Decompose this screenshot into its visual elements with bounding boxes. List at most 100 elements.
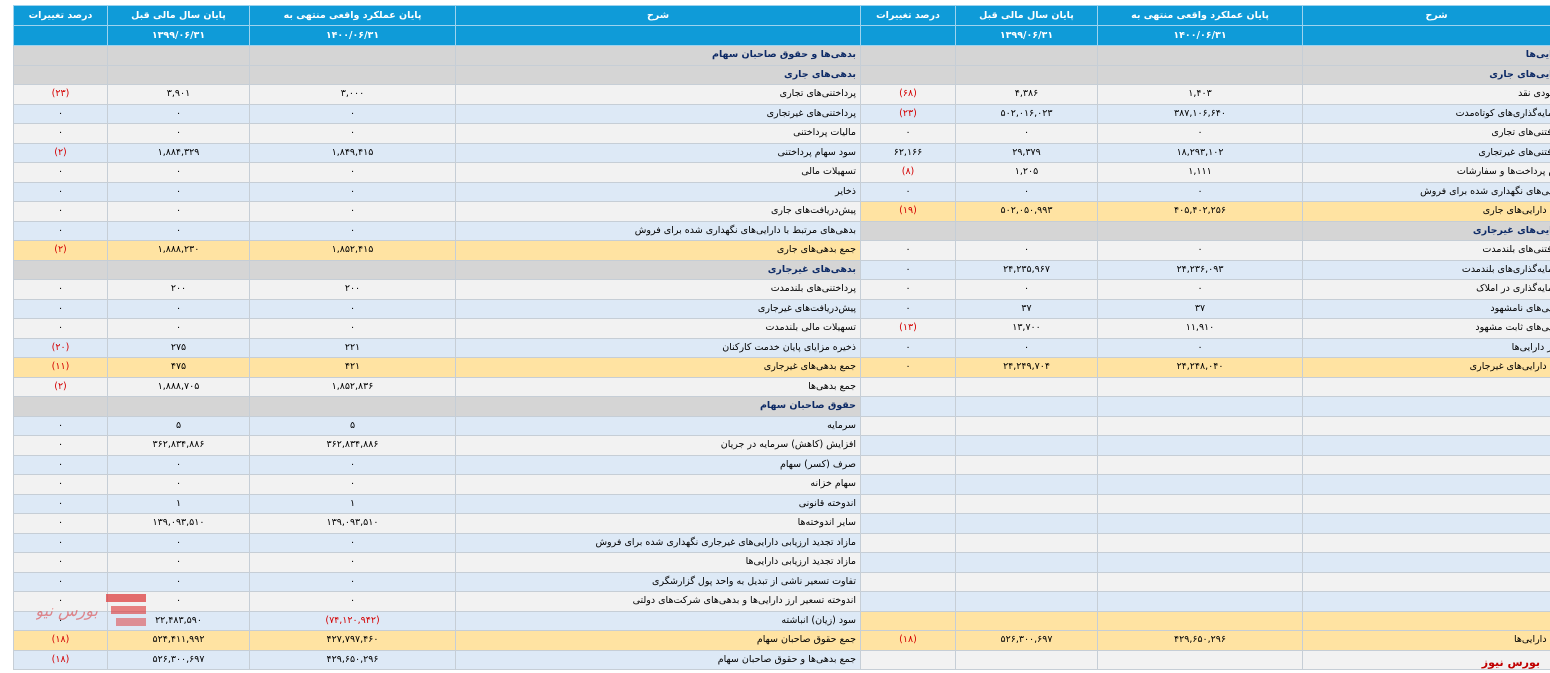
row-change-percent: (۲)	[13, 142, 108, 163]
row-change-percent: ۶۲,۱۶۶	[860, 142, 956, 163]
row-previous-value: ۱۳,۷۰۰	[955, 318, 1098, 339]
row-previous-value	[107, 64, 250, 85]
table-row: سرمایه ۵ ۵ ۰	[13, 415, 1550, 436]
row-previous-value: ۳,۹۰۱	[107, 84, 250, 105]
row-label	[1302, 474, 1550, 495]
table-row: سایر اندوخته‌ها ۱۳۹,۰۹۳,۵۱۰ ۱۳۹,۰۹۳,۵۱۰ ۰	[13, 513, 1550, 534]
table-row: پیش پرداخت‌ها و سفارشات۱,۱۱۱۱,۲۰۵(۸)تسهی…	[13, 162, 1550, 183]
row-current-value	[1097, 454, 1303, 475]
row-change-percent: (۲۰)	[13, 337, 108, 358]
row-current-value	[249, 259, 456, 280]
row-change-percent: ۰	[13, 552, 108, 573]
row-previous-value: ۵۰۲,۰۵۰,۹۹۳	[955, 201, 1098, 222]
row-previous-value: ۰	[107, 103, 250, 124]
row-label: سایر اندوخته‌ها	[455, 513, 861, 534]
col-header-previous-right: پایان سال مالی قبل	[955, 5, 1098, 26]
row-change-percent: ۰	[13, 220, 108, 241]
row-previous-value: ۰	[107, 552, 250, 573]
row-label	[1302, 435, 1550, 456]
row-label: پرداختنی‌های تجاری	[455, 84, 861, 105]
row-current-value: ۱,۱۱۱	[1097, 162, 1303, 183]
row-change-percent: ۰	[13, 571, 108, 592]
row-label	[1302, 571, 1550, 592]
row-change-percent: (۱۸)	[13, 649, 108, 670]
row-current-value: ۰	[249, 220, 456, 241]
row-previous-value	[955, 64, 1098, 85]
row-change-percent	[860, 493, 956, 514]
table-row: اندوخته قانونی ۱ ۱ ۰	[13, 493, 1550, 514]
row-change-percent	[13, 396, 108, 417]
row-change-percent	[860, 64, 956, 85]
header-date-row: ۱۴۰۰/۰۶/۳۱ ۱۳۹۹/۰۶/۳۱ ۱۴۰۰/۰۶/۳۱ ۱۳۹۹/۰۶…	[13, 25, 1550, 46]
row-current-value	[1097, 45, 1303, 66]
row-previous-value: ۲۴,۲۳۵,۹۶۷	[955, 259, 1098, 280]
row-current-value	[1097, 493, 1303, 514]
table-row: دارایی‌های جاری بدهی‌های جاری	[13, 64, 1550, 85]
table-row: اندوخته تسعیر ارز دارایی‌ها و بدهی‌های ش…	[13, 591, 1550, 612]
header-date-previous-left: ۱۳۹۹/۰۶/۳۱	[107, 25, 250, 46]
row-label: دارایی‌های ثابت مشهود	[1302, 318, 1550, 339]
row-previous-value	[107, 396, 250, 417]
row-label: دریافتنی‌های تجاری	[1302, 123, 1550, 144]
row-current-value	[1097, 64, 1303, 85]
row-change-percent	[13, 259, 108, 280]
watermark-logo-icon: بورس نیوز	[36, 594, 146, 626]
row-change-percent: (۶۸)	[860, 84, 956, 105]
row-label: تفاوت تسعیر ناشی از تبدیل به واحد پول گز…	[455, 571, 861, 592]
row-change-percent: ۰	[13, 493, 108, 514]
row-change-percent: ۰	[13, 318, 108, 339]
row-label: مالیات پرداختنی	[455, 123, 861, 144]
col-header-pct-right: درصد تغییرات	[860, 5, 956, 26]
row-previous-value: ۰	[107, 162, 250, 183]
row-label: دریافتنی‌های بلندمدت	[1302, 240, 1550, 261]
row-current-value	[1097, 513, 1303, 534]
row-change-percent: ۰	[860, 298, 956, 319]
row-previous-value	[955, 474, 1098, 495]
row-label: دارایی‌های غیرجاری	[1302, 220, 1550, 241]
row-previous-value: ۵۲۶,۳۰۰,۶۹۷	[107, 649, 250, 670]
row-change-percent	[860, 474, 956, 495]
row-change-percent: ۰	[13, 532, 108, 553]
row-current-value: ۰	[1097, 279, 1303, 300]
row-change-percent: ۰	[13, 435, 108, 456]
row-current-value: ۱,۸۴۹,۴۱۵	[249, 142, 456, 163]
row-label: صرف (کسر) سهام	[455, 454, 861, 475]
col-header-previous-left: پایان سال مالی قبل	[107, 5, 250, 26]
row-previous-value: ۱۳۹,۰۹۳,۵۱۰	[107, 513, 250, 534]
row-previous-value: ۰	[107, 201, 250, 222]
table-row: سود (زیان) انباشته (۷۴,۱۲۰,۹۴۲) ۲۲,۴۸۳,۵۹۰…	[13, 610, 1550, 631]
table-row: سرمایه‌گذاری‌های بلندمدت۲۴,۲۳۶,۰۹۳۲۴,۲۳۵…	[13, 259, 1550, 280]
row-current-value: ۲۴,۲۴۸,۰۴۰	[1097, 357, 1303, 378]
row-change-percent	[860, 591, 956, 612]
header-row: شرح پایان عملکرد واقعی منتهی به پایان سا…	[13, 5, 1550, 26]
row-previous-value	[955, 649, 1098, 670]
row-label: حقوق صاحبان سهام	[455, 396, 861, 417]
row-current-value: ۰	[249, 298, 456, 319]
row-label: مازاد تجدید ارزیابی دارایی‌ها	[455, 552, 861, 573]
row-label: سهام خزانه	[455, 474, 861, 495]
row-current-value: ۴۲۹,۶۵۰,۲۹۶	[1097, 630, 1303, 651]
header-blank	[1302, 25, 1550, 46]
row-current-value: ۰	[249, 552, 456, 573]
row-label: دارایی‌ها	[1302, 45, 1550, 66]
row-current-value: ۰	[1097, 240, 1303, 261]
row-label	[1302, 396, 1550, 417]
row-previous-value: ۴۷۵	[107, 357, 250, 378]
row-change-percent: ۰	[13, 474, 108, 495]
row-previous-value	[955, 552, 1098, 573]
table-row: دارایی‌های نگهداری شده برای فروش۰۰۰ذخایر…	[13, 181, 1550, 202]
row-label: سایر دارایی‌ها	[1302, 337, 1550, 358]
row-current-value: ۰	[249, 591, 456, 612]
row-current-value: ۲۰۰	[249, 279, 456, 300]
row-previous-value	[955, 454, 1098, 475]
row-label: سرمایه	[455, 415, 861, 436]
row-previous-value: ۰	[107, 123, 250, 144]
row-change-percent: (۱۳)	[860, 318, 956, 339]
row-previous-value: ۵۲۴,۴۱۱,۹۹۲	[107, 630, 250, 651]
row-label: جمع بدهی‌های غیرجاری	[455, 357, 861, 378]
row-previous-value: ۰	[107, 532, 250, 553]
row-change-percent: ۰	[13, 610, 108, 631]
